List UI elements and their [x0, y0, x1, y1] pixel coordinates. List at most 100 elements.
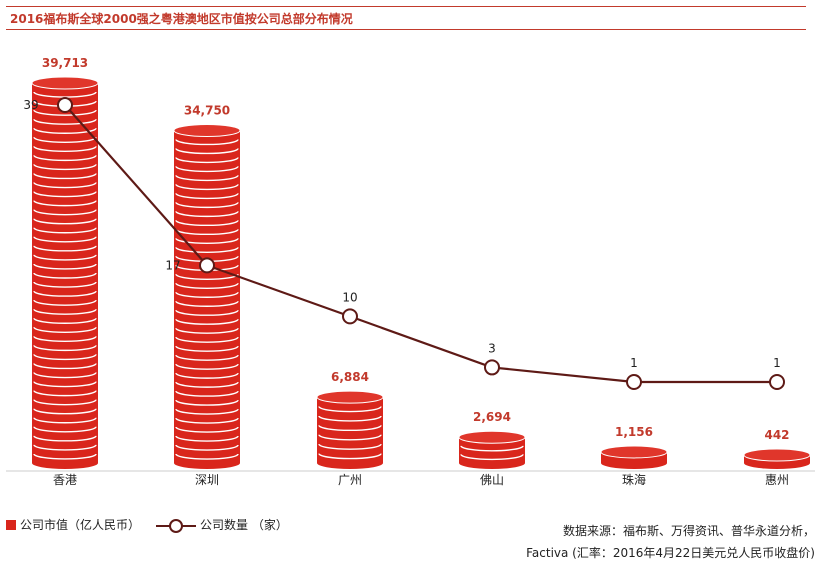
coin-edge — [175, 238, 239, 245]
bar-base — [317, 457, 383, 469]
bar-value-label: 6,884 — [331, 370, 369, 384]
bar-value-label: 442 — [764, 428, 789, 442]
coin-edge — [33, 164, 97, 171]
coin-edge — [33, 417, 97, 424]
bar-value-label: 1,156 — [615, 425, 653, 439]
bar-value-label: 34,750 — [184, 103, 230, 117]
coin-edge — [33, 399, 97, 406]
count-line — [64, 104, 777, 384]
coin-edge — [175, 354, 239, 361]
coin-edge — [175, 148, 239, 155]
count-label: 17 — [165, 258, 180, 272]
coin-edge — [33, 245, 97, 252]
source-line-1: 数据来源：福布斯、万得资讯、普华永道分析， — [562, 524, 815, 538]
coin-edge — [175, 435, 239, 442]
count-marker — [342, 308, 358, 325]
coin-edge — [33, 118, 97, 125]
coin-edge — [175, 363, 239, 370]
coin-edge — [318, 425, 382, 432]
coin-edge — [175, 202, 239, 209]
legend-item-count: 公司数量 （家） — [156, 516, 288, 533]
bar-base — [32, 457, 98, 469]
category-label: 深圳 — [195, 473, 219, 487]
coin-edge — [33, 254, 97, 261]
coin-edge — [33, 127, 97, 134]
coin-edge — [175, 390, 239, 397]
coin-edge — [175, 372, 239, 379]
coin-edge — [33, 290, 97, 297]
count-label: 1 — [630, 356, 638, 370]
coin-edge — [33, 218, 97, 225]
chart-title: 2016福布斯全球2000强之粤港澳地区市值按公司总部分布情况 — [10, 12, 353, 26]
bar-stack — [31, 76, 99, 469]
coin-edge — [33, 155, 97, 162]
coin-edge — [175, 399, 239, 406]
title-bar: 2016福布斯全球2000强之粤港澳地区市值按公司总部分布情况 — [6, 6, 806, 30]
coin-edge — [318, 415, 382, 422]
coin-edge — [460, 454, 524, 461]
coin-edge — [175, 291, 239, 298]
source-note: 数据来源：福布斯、万得资讯、普华永道分析， Factiva (汇率：2016年4… — [526, 520, 815, 564]
count-marker — [199, 257, 215, 274]
legend-label-count: 公司数量 （家） — [200, 518, 288, 532]
count-label: 1 — [773, 356, 781, 370]
coin-edge — [318, 406, 382, 413]
coin-edge — [175, 282, 239, 289]
bar-body — [32, 83, 98, 463]
bar-base — [601, 457, 667, 469]
bar-value-label: 39,713 — [42, 56, 88, 70]
coin-edge — [175, 247, 239, 254]
bar-stack — [458, 430, 526, 469]
coin-edge — [175, 318, 239, 325]
coin-edge — [175, 381, 239, 388]
legend-label-market-cap: 公司市值（亿人民币） — [20, 518, 141, 532]
coin-edge — [175, 327, 239, 334]
coin-edge — [175, 175, 239, 182]
coin-edge — [33, 336, 97, 343]
count-label: 3 — [488, 341, 496, 355]
coin-edge — [33, 137, 97, 143]
coin-edge — [33, 345, 97, 352]
coin-edge — [175, 184, 239, 191]
source-line-2: Factiva (汇率：2016年4月22日美元兑人民币收盘价) — [526, 546, 815, 560]
coin-edge — [175, 345, 239, 352]
coin-edge — [175, 220, 239, 227]
bar-top — [600, 445, 668, 459]
coin-edge — [460, 445, 524, 452]
category-label: 香港 — [53, 473, 77, 487]
bar-top — [743, 448, 811, 462]
coin-edge — [33, 453, 97, 460]
coin-edge — [175, 139, 239, 146]
coin-edge — [33, 173, 97, 180]
coin-edge — [318, 434, 382, 441]
coin-edge — [33, 209, 97, 216]
bar-base — [174, 457, 240, 469]
coin-edge — [175, 336, 239, 343]
legend-swatch-market-cap — [6, 520, 16, 530]
coin-edge — [175, 453, 239, 460]
coin-edge — [33, 372, 97, 379]
bar-stack — [743, 448, 811, 469]
legend-line-circle-icon — [156, 519, 196, 533]
coin-edge — [33, 408, 97, 415]
coin-edge — [33, 191, 97, 198]
count-marker — [57, 97, 73, 113]
bar-value-label: 2,694 — [473, 410, 511, 424]
coin-edge — [175, 193, 239, 200]
coin-edge — [175, 408, 239, 415]
coin-edge — [33, 444, 97, 451]
bar-top — [31, 76, 99, 90]
category-label: 惠州 — [765, 473, 789, 487]
coin-edge — [33, 182, 97, 189]
count-label: 39 — [23, 98, 38, 112]
coin-edge — [175, 157, 239, 164]
coin-edge — [33, 308, 97, 315]
count-label: 10 — [342, 290, 357, 304]
coin-edge — [175, 211, 239, 218]
coin-edge — [33, 272, 97, 279]
coin-edge — [33, 381, 97, 388]
coin-edge — [33, 426, 97, 433]
coin-edge — [33, 109, 97, 116]
coin-edge — [175, 444, 239, 451]
